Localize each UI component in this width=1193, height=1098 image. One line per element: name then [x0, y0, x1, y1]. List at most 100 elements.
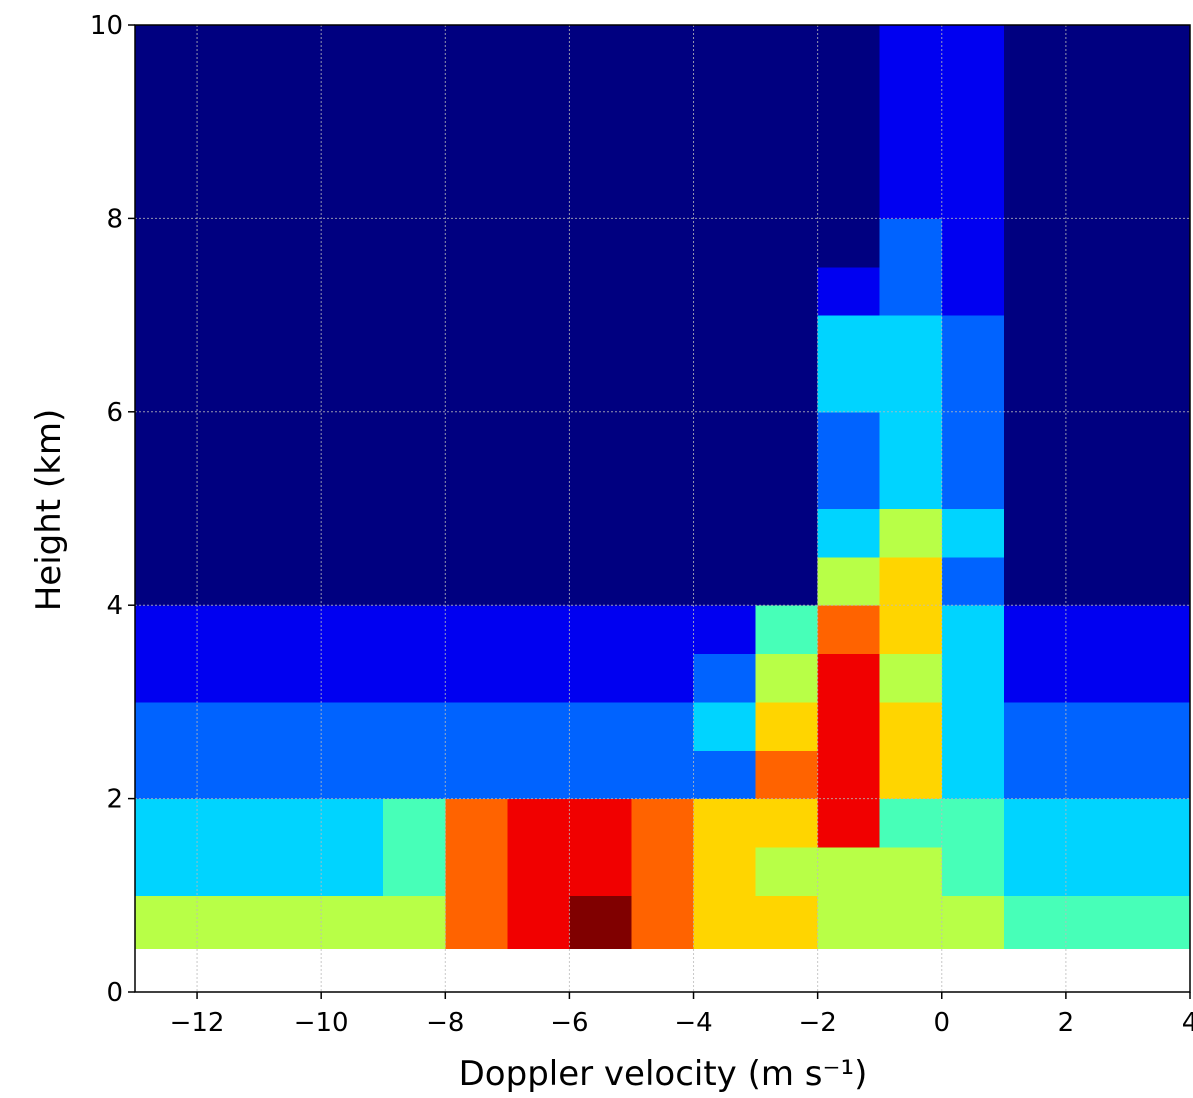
- heatmap-cell: [445, 895, 508, 949]
- heatmap-cell: [631, 315, 695, 364]
- heatmap-cell: [817, 508, 881, 558]
- heatmap-cell: [817, 218, 881, 268]
- heatmap-cell: [321, 653, 384, 703]
- heatmap-cell: [693, 653, 757, 703]
- heatmap-cell: [817, 460, 881, 509]
- x-tick-label: −4: [674, 1008, 712, 1038]
- heatmap-cell: [631, 218, 695, 268]
- heatmap-cell: [197, 218, 260, 268]
- heatmap-cell: [879, 605, 943, 655]
- heatmap-cell: [569, 411, 632, 461]
- y-tick-label: 8: [106, 204, 123, 234]
- heatmap-cell: [1003, 508, 1067, 558]
- heatmap-cell: [321, 798, 384, 848]
- heatmap-cell: [259, 460, 322, 509]
- heatmap-cell: [383, 411, 446, 461]
- heatmap-cell: [1127, 363, 1191, 413]
- heatmap-cell: [941, 218, 1005, 268]
- heatmap-cell: [879, 25, 943, 74]
- heatmap-cell: [693, 460, 757, 509]
- heatmap-cell: [631, 556, 695, 606]
- heatmap-cell: [1065, 653, 1129, 703]
- heatmap-cell: [693, 266, 757, 316]
- heatmap-cell: [817, 895, 881, 949]
- heatmap-cell: [569, 798, 632, 848]
- heatmap-cell: [693, 508, 757, 558]
- x-tick-label: 4: [1182, 1008, 1193, 1038]
- heatmap-cell: [941, 508, 1005, 558]
- heatmap-cell: [507, 315, 570, 364]
- heatmap-cell: [879, 556, 943, 606]
- heatmap-cell: [693, 218, 757, 268]
- heatmap-cell: [445, 798, 508, 848]
- heatmap-cell: [135, 750, 198, 800]
- heatmap-cell: [1003, 121, 1067, 171]
- heatmap-cell: [879, 218, 943, 268]
- heatmap-cell: [1003, 846, 1067, 896]
- heatmap-cell: [135, 460, 198, 509]
- heatmap-cell: [755, 170, 819, 219]
- heatmap-cell: [1065, 411, 1129, 461]
- heatmap-cell: [817, 363, 881, 413]
- heatmap-cell: [817, 170, 881, 219]
- heatmap-cell: [1003, 266, 1067, 316]
- heatmap-cell: [507, 266, 570, 316]
- heatmap-cell: [941, 846, 1005, 896]
- heatmap-cell: [321, 363, 384, 413]
- y-tick-label: 6: [106, 398, 123, 428]
- heatmap-cell: [507, 605, 570, 655]
- heatmap-cell: [135, 508, 198, 558]
- heatmap-cell: [941, 170, 1005, 219]
- heatmap-cell: [1127, 846, 1191, 896]
- heatmap-cell: [879, 170, 943, 219]
- heatmap-cell: [693, 25, 757, 74]
- heatmap-cell: [1065, 508, 1129, 558]
- heatmap-cell: [817, 653, 881, 703]
- heatmap-cell: [1127, 121, 1191, 171]
- heatmap-cell: [817, 25, 881, 74]
- heatmap-cell: [259, 653, 322, 703]
- heatmap-cell: [941, 25, 1005, 74]
- heatmap-cell: [321, 846, 384, 896]
- heatmap-cell: [755, 508, 819, 558]
- heatmap-cell: [445, 363, 508, 413]
- heatmap-cell: [631, 460, 695, 509]
- heatmap-cell: [755, 798, 819, 848]
- heatmap-cell: [1003, 73, 1067, 123]
- heatmap-cell: [383, 508, 446, 558]
- heatmap-cell: [259, 218, 322, 268]
- heatmap-cell: [445, 653, 508, 703]
- heatmap-cell: [1003, 895, 1067, 949]
- heatmap-cell: [321, 170, 384, 219]
- heatmap-cell: [197, 798, 260, 848]
- heatmap-cell: [321, 895, 384, 949]
- heatmap-cell: [507, 363, 570, 413]
- heatmap-cell: [507, 411, 570, 461]
- heatmap-cell: [569, 25, 632, 74]
- heatmap-cell: [1127, 653, 1191, 703]
- heatmap-cell: [1003, 798, 1067, 848]
- heatmap-cell: [941, 121, 1005, 171]
- heatmap-cell: [259, 25, 322, 74]
- heatmap-cell: [941, 363, 1005, 413]
- heatmap-cell: [631, 846, 695, 896]
- heatmap-cell: [1065, 460, 1129, 509]
- heatmap-cell: [259, 846, 322, 896]
- heatmap-cell: [259, 605, 322, 655]
- heatmap-cell: [197, 556, 260, 606]
- heatmap-cell: [1127, 411, 1191, 461]
- heatmap-cell: [755, 363, 819, 413]
- heatmap-cell: [321, 556, 384, 606]
- heatmap-cell: [755, 315, 819, 364]
- heatmap-cell: [507, 895, 570, 949]
- heatmap-cell: [817, 121, 881, 171]
- heatmap-cell: [1127, 25, 1191, 74]
- heatmap-cell: [135, 653, 198, 703]
- heatmap-cell: [445, 170, 508, 219]
- heatmap-cell: [383, 363, 446, 413]
- heatmap-cell: [259, 73, 322, 123]
- heatmap-cell: [879, 121, 943, 171]
- heatmap-cell: [1065, 266, 1129, 316]
- heatmap-cell: [755, 218, 819, 268]
